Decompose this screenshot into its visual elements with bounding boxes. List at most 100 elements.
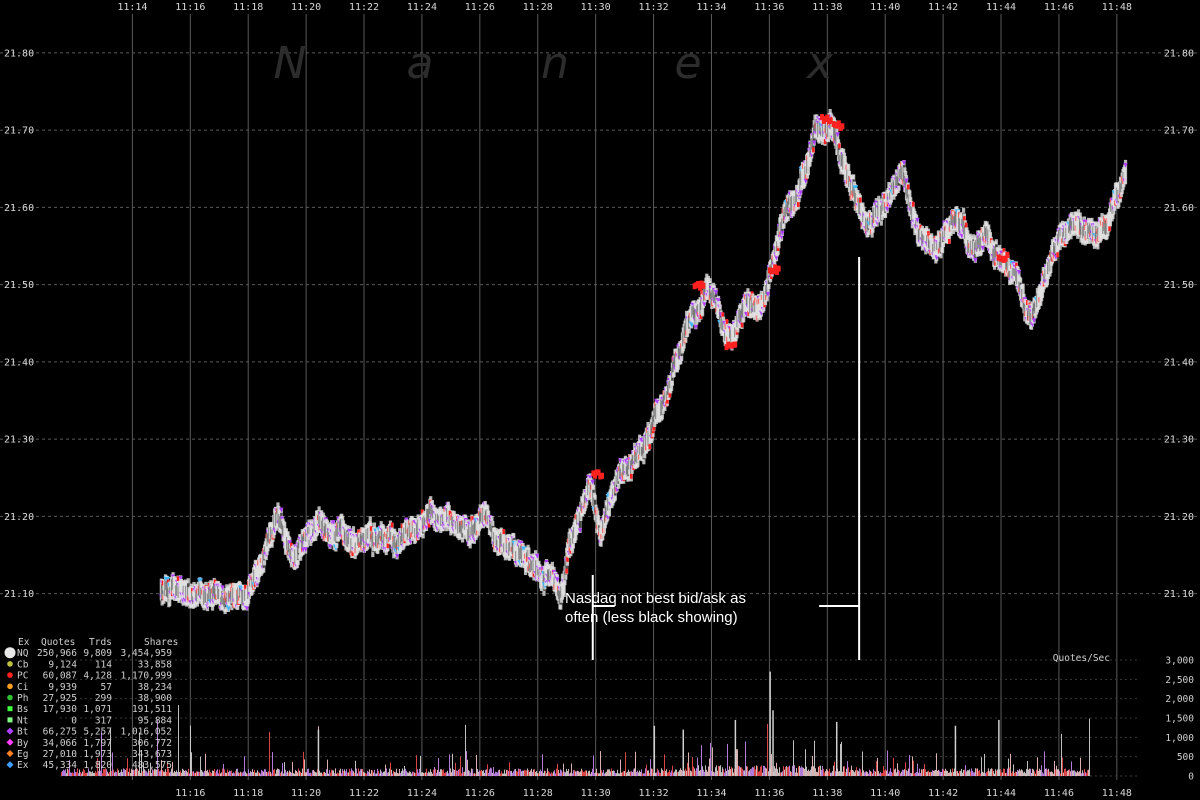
volume-bar [71, 772, 72, 776]
volume-bar [972, 770, 973, 776]
nsx-quote-marker [994, 260, 997, 266]
annotation-text: often (less black showing) [565, 609, 738, 626]
x-tick-label: 11:22 [349, 788, 379, 799]
volume-bar [979, 769, 980, 776]
bats-quote-marker [798, 190, 803, 196]
nsx-quote-marker [1056, 252, 1059, 258]
volume-bar [775, 768, 776, 776]
volume-bar [1070, 771, 1071, 776]
volume-bar [388, 772, 389, 776]
volume-bar [275, 773, 276, 776]
volume-bar [956, 771, 957, 776]
volume-bar [842, 771, 843, 776]
volume-bar [83, 768, 84, 776]
volume-bar [917, 763, 918, 776]
volume-bar [841, 741, 842, 776]
volume-bar [578, 771, 579, 776]
volume-bar [714, 772, 715, 776]
volume-bar [843, 766, 844, 776]
volume-bar [757, 766, 758, 776]
volume-bar [350, 771, 351, 776]
nsx-quote-marker [351, 551, 354, 557]
volume-bar [738, 765, 739, 776]
volume-bar [327, 759, 328, 776]
nsx-quote-marker [427, 522, 431, 528]
volume-bar [1020, 770, 1021, 776]
volume-bar [184, 770, 185, 776]
x-tick-label: 11:30 [581, 2, 611, 13]
volume-bar [477, 768, 478, 776]
volume-bar [795, 772, 796, 776]
volume-bar [639, 770, 640, 776]
volume-bar [317, 769, 318, 776]
volume-bar [754, 765, 755, 776]
bats-quote-marker [885, 206, 890, 212]
volume-bar [834, 761, 835, 776]
volume-bar [419, 768, 420, 776]
legend-trades: 9,809 [83, 648, 112, 659]
volume-bar [603, 769, 604, 776]
volume-bar [460, 756, 461, 776]
volume-bar [385, 764, 386, 776]
volume-bar [771, 754, 772, 776]
volume-bar [270, 771, 271, 776]
volume-bar [733, 772, 734, 776]
volume-bar [969, 769, 970, 776]
volume-bar [977, 768, 978, 776]
volume-bar [893, 757, 894, 776]
volume-bar [155, 769, 156, 776]
volume-bar [198, 771, 199, 776]
volume-bar [164, 771, 165, 776]
volume-bar [1004, 768, 1005, 776]
legend-quotes: 27,010 [43, 749, 78, 760]
nsx-quote-marker [596, 469, 601, 476]
volume-bar [258, 771, 259, 776]
volume-bar [231, 770, 232, 776]
volume-axis-label: Quotes/Sec [1053, 653, 1110, 664]
volume-bar [915, 772, 916, 776]
volume-bar [202, 771, 203, 776]
volume-bar [935, 769, 936, 776]
volume-bar [339, 770, 340, 776]
legend-shares: 1,016,052 [121, 727, 172, 738]
volume-bar [311, 773, 312, 776]
volume-bar [835, 771, 836, 776]
volume-bar [675, 769, 676, 776]
volume-bar [565, 772, 566, 776]
volume-bar [488, 773, 489, 776]
volume-bar [1031, 772, 1032, 776]
volume-bar [939, 770, 940, 776]
volume-bar [909, 755, 910, 776]
volume-bar [343, 770, 344, 776]
volume-bar [387, 772, 388, 776]
volume-bar [794, 765, 795, 776]
x-tick-label: 11:36 [754, 2, 784, 13]
volume-bar [303, 751, 304, 776]
volume-bar [174, 770, 175, 776]
volume-bar [1021, 769, 1022, 776]
volume-bar [162, 769, 163, 776]
volume-bar [589, 770, 590, 776]
volume-bar [301, 772, 302, 776]
volume-bar [265, 769, 266, 776]
volume-bar [146, 771, 147, 776]
volume-bar [904, 769, 905, 776]
volume-bar [592, 768, 593, 776]
volume-bar [881, 773, 882, 776]
volume-bar [536, 770, 537, 776]
volume-bar [97, 758, 98, 776]
volume-bar [498, 770, 499, 776]
volume-bar [425, 772, 426, 776]
volume-bar [420, 755, 421, 776]
volume-bar [374, 769, 375, 776]
legend-trades: 4,128 [83, 671, 112, 682]
volume-bar [544, 770, 545, 776]
volume-bar [922, 769, 923, 776]
volume-bar [190, 725, 191, 776]
volume-bar [208, 772, 209, 776]
volume-bar [942, 768, 943, 776]
volume-bar [404, 765, 405, 776]
volume-bar [455, 762, 456, 776]
volume-bar [132, 770, 133, 776]
volume-bar [800, 767, 801, 776]
